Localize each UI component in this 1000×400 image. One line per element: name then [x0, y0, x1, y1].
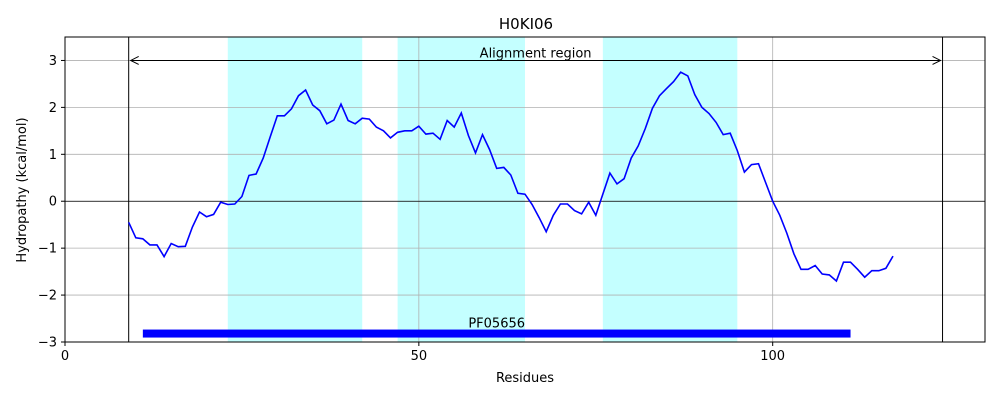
x-tick-label: 50 — [411, 349, 428, 364]
annotations: Alignment region PF05656 — [129, 46, 942, 338]
domain-bar-label: PF05656 — [468, 317, 525, 332]
shaded-region — [397, 37, 525, 342]
plot-frame — [64, 36, 986, 343]
shaded-region — [602, 37, 738, 342]
x-tick-label: 100 — [760, 349, 785, 364]
x-tick-label: 0 — [61, 349, 69, 364]
shaded-regions — [227, 37, 738, 342]
alignment-region-label: Alignment region — [480, 46, 592, 61]
hydropathy-series-line — [127, 71, 894, 283]
shaded-region — [227, 37, 363, 342]
alignment-arrow-right-head — [932, 56, 942, 65]
y-tick-label: 3 — [49, 54, 57, 69]
y-tick-label: −1 — [38, 242, 57, 257]
y-axis-label: Hydropathy (kcal/mol) — [15, 117, 30, 262]
y-axis-ticks: −3 −2 −1 0 1 2 3 — [38, 54, 65, 351]
y-tick-label: 1 — [49, 148, 57, 163]
x-axis-ticks: 0 50 100 — [61, 342, 785, 364]
series-layer — [127, 71, 894, 283]
y-tick-label: 2 — [49, 101, 57, 116]
y-tick-label: −2 — [38, 289, 57, 304]
chart-title: H0KI06 — [499, 15, 553, 33]
x-axis-label: Residues — [496, 371, 554, 386]
domain-bar — [142, 329, 851, 338]
reference-lines — [65, 37, 985, 342]
y-tick-label: 0 — [49, 195, 57, 210]
y-tick-label: −3 — [38, 336, 57, 351]
alignment-arrow-left-head — [129, 56, 139, 65]
